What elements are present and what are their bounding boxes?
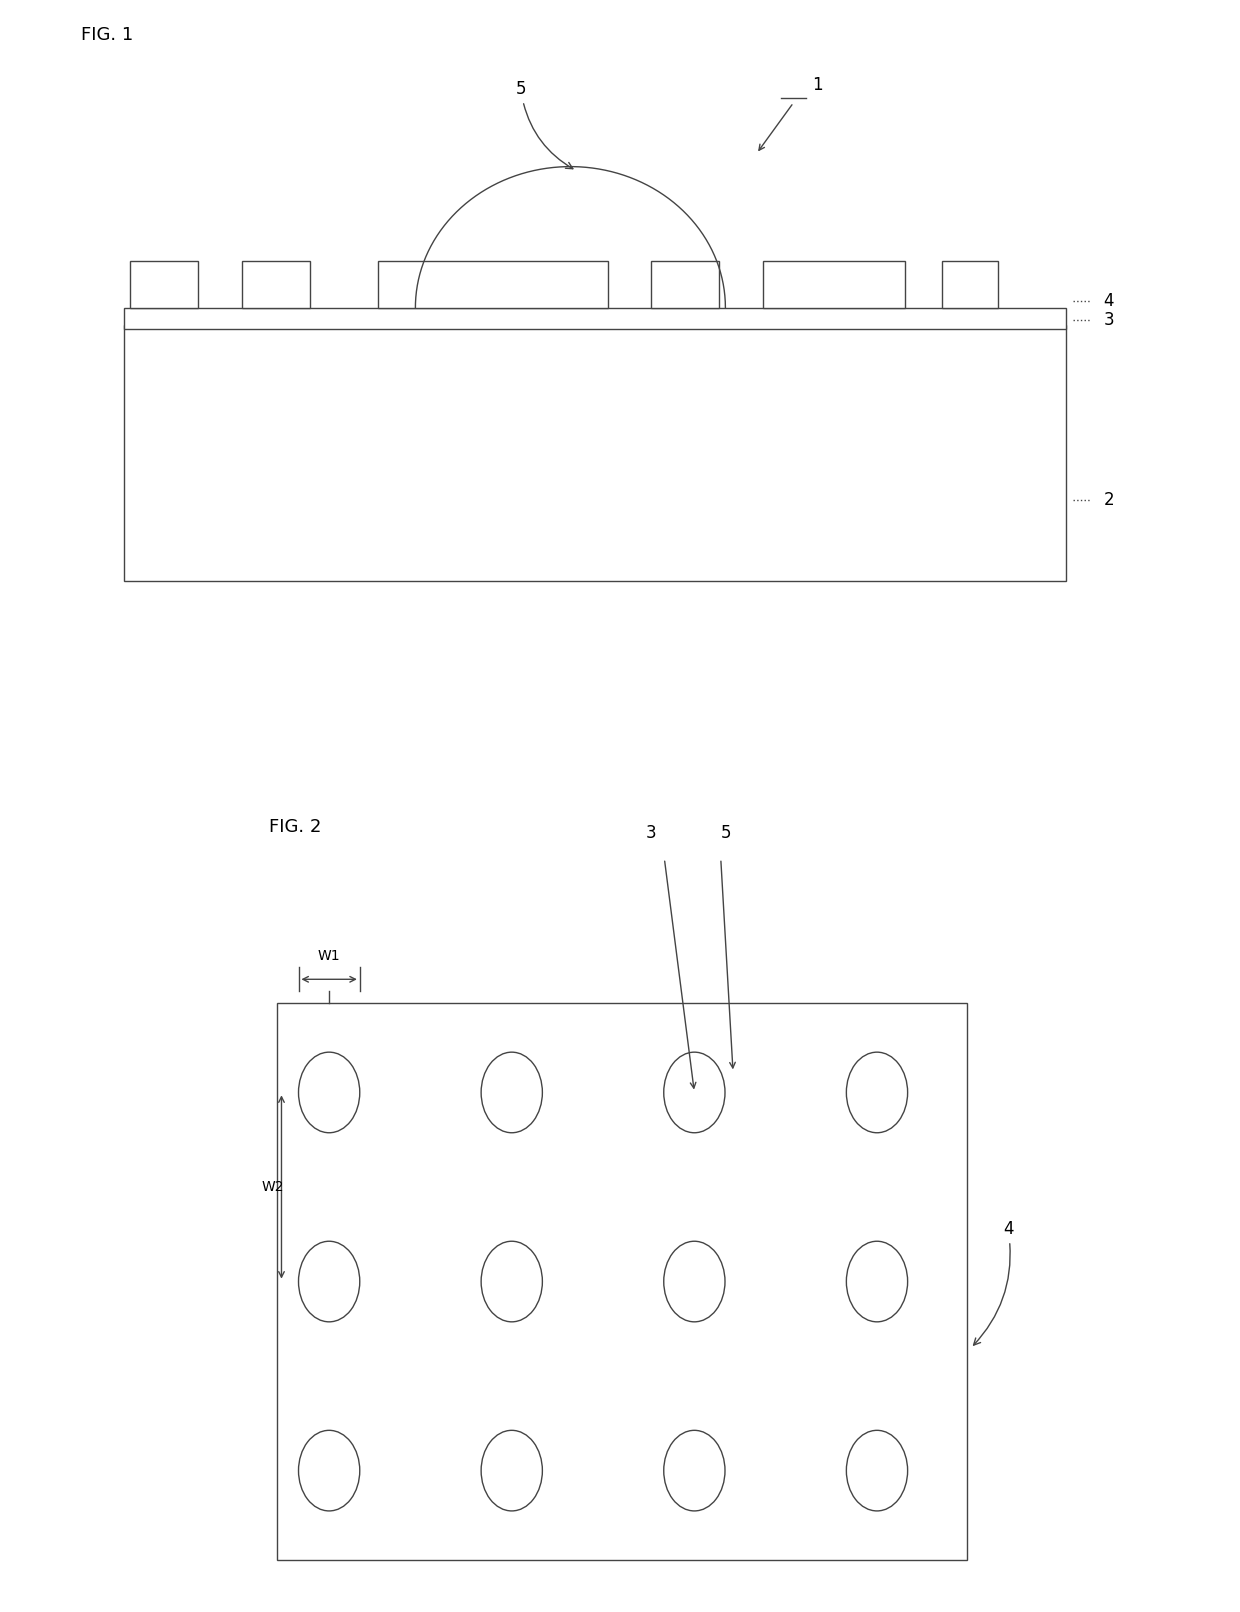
Bar	[124, 324, 1066, 580]
Ellipse shape	[847, 1053, 908, 1133]
Ellipse shape	[847, 1430, 908, 1510]
Text: 3: 3	[1104, 311, 1115, 329]
Text: 1: 1	[812, 76, 823, 93]
Ellipse shape	[481, 1430, 542, 1510]
Ellipse shape	[663, 1241, 725, 1322]
Ellipse shape	[847, 1241, 908, 1322]
Text: 4: 4	[973, 1220, 1013, 1344]
Text: FIG. 2: FIG. 2	[269, 819, 321, 837]
Ellipse shape	[299, 1053, 360, 1133]
Text: 3: 3	[646, 824, 656, 841]
Bar	[130, 261, 198, 308]
Bar	[124, 308, 1066, 329]
Ellipse shape	[663, 1430, 725, 1510]
Bar	[378, 261, 608, 308]
Ellipse shape	[663, 1053, 725, 1133]
Ellipse shape	[299, 1241, 360, 1322]
Text: 5: 5	[516, 81, 573, 169]
Bar	[242, 261, 310, 308]
Ellipse shape	[299, 1430, 360, 1510]
Text: 2: 2	[1104, 490, 1115, 509]
Text: 5: 5	[720, 824, 732, 841]
Text: W1: W1	[317, 949, 341, 964]
Ellipse shape	[481, 1241, 542, 1322]
Text: 4: 4	[1104, 292, 1114, 310]
Text: FIG. 1: FIG. 1	[81, 26, 133, 44]
Bar	[763, 261, 905, 308]
Bar	[942, 261, 998, 308]
Bar	[651, 261, 719, 308]
Bar	[278, 1003, 967, 1560]
Ellipse shape	[481, 1053, 542, 1133]
Text: W2: W2	[262, 1180, 284, 1194]
